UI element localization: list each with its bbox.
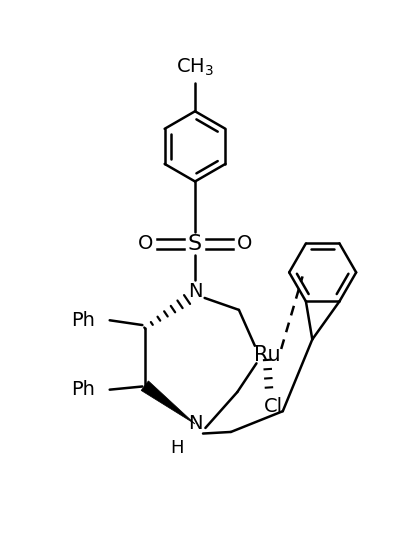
Text: Ph: Ph [71,380,95,399]
Text: Cl: Cl [263,397,282,416]
Polygon shape [141,381,195,424]
Text: S: S [188,233,202,254]
Text: Ph: Ph [71,311,95,330]
Text: O: O [138,234,153,253]
Text: H: H [170,439,184,457]
Text: O: O [236,234,252,253]
Text: N: N [188,414,202,433]
Text: Ru: Ru [253,345,280,366]
Text: N: N [188,282,202,301]
Text: CH$_3$: CH$_3$ [176,57,214,78]
